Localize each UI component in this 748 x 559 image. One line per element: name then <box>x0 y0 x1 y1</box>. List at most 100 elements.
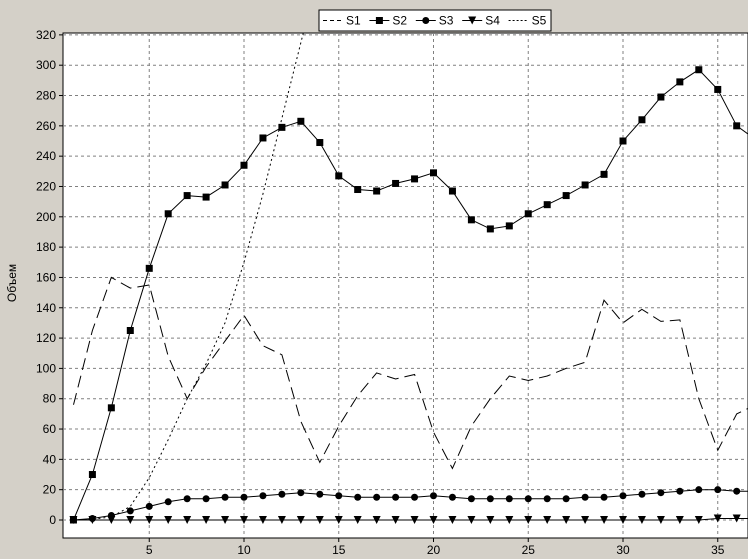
data-point-s4 <box>107 516 116 524</box>
y-tick-label: 120 <box>36 331 56 345</box>
data-point-s2 <box>354 186 362 194</box>
data-point-s3 <box>297 489 305 497</box>
data-point-s3 <box>278 490 286 498</box>
data-point-s3 <box>392 493 400 501</box>
x-tick-label: 20 <box>427 543 441 557</box>
data-point-s3 <box>467 495 475 503</box>
data-point-s2 <box>145 264 153 272</box>
data-point-s2 <box>430 169 437 177</box>
data-point-s4 <box>202 516 211 524</box>
y-axis-title: Объем <box>5 264 19 302</box>
series-s4 <box>69 514 748 524</box>
data-point-s2 <box>335 172 343 180</box>
y-tick-label: 320 <box>36 28 56 42</box>
data-point-s2 <box>543 201 551 209</box>
data-point-s2 <box>505 222 513 230</box>
data-point-s4 <box>145 516 154 524</box>
y-tick-label: 80 <box>43 392 57 406</box>
data-point-s4 <box>524 516 533 524</box>
series-s5 <box>73 33 304 521</box>
data-point-s3 <box>448 493 456 501</box>
data-point-s2 <box>202 193 210 201</box>
data-point-s2 <box>448 187 456 195</box>
data-point-s2 <box>164 210 172 218</box>
y-axis-label: Объем <box>5 264 19 302</box>
data-point-s2 <box>316 139 324 147</box>
legend-entry-s3: S3 <box>415 14 454 28</box>
y-tick-label: 0 <box>49 513 56 527</box>
data-point-s3 <box>581 493 589 501</box>
data-point-s4 <box>675 516 684 524</box>
data-point-s3 <box>240 493 248 501</box>
data-point-s4 <box>429 516 438 524</box>
data-point-s4 <box>221 516 230 524</box>
y-tick-label: 220 <box>36 179 56 193</box>
data-point-s3 <box>638 490 646 498</box>
data-point-s3 <box>259 492 267 500</box>
data-point-s4 <box>126 516 135 524</box>
data-point-s3 <box>202 495 210 503</box>
data-point-s3 <box>505 495 513 503</box>
data-point-s2 <box>676 78 684 86</box>
legend-label: S3 <box>439 14 454 28</box>
data-point-s2 <box>411 175 419 183</box>
data-point-s3 <box>354 493 362 501</box>
y-tick-label: 40 <box>43 452 57 466</box>
data-point-s3 <box>183 495 191 503</box>
data-point-s4 <box>694 516 703 524</box>
data-point-s4 <box>467 516 476 524</box>
series-layer <box>69 33 748 524</box>
y-tick-label: 240 <box>36 149 56 163</box>
data-point-s4 <box>164 516 173 524</box>
data-point-s3 <box>430 492 437 500</box>
data-point-s3 <box>411 493 419 501</box>
data-point-s2 <box>126 327 134 334</box>
legend-entry-s2: S2 <box>369 14 407 28</box>
series-s2 <box>69 66 748 524</box>
data-point-s4 <box>183 516 192 524</box>
data-point-s4 <box>69 516 78 524</box>
data-point-s3 <box>543 495 551 503</box>
data-point-s2 <box>619 137 627 145</box>
x-tick-label: 35 <box>711 543 725 557</box>
data-point-s4 <box>334 516 343 524</box>
data-point-s4 <box>486 516 495 524</box>
y-tick-label: 60 <box>43 422 57 436</box>
data-point-s4 <box>410 516 419 524</box>
data-point-s4 <box>619 516 627 524</box>
data-point-s3 <box>657 489 665 497</box>
data-point-s3 <box>562 495 570 503</box>
x-tick-label: 25 <box>522 543 536 557</box>
data-point-s2 <box>695 66 703 74</box>
data-point-s2 <box>392 179 400 187</box>
data-point-s4 <box>543 516 552 524</box>
y-tick-label: 280 <box>36 89 56 103</box>
legend-label: S5 <box>532 14 547 28</box>
data-point-s4 <box>562 516 571 524</box>
data-point-s4 <box>372 516 381 524</box>
data-point-s4 <box>637 516 646 524</box>
y-tick-label: 160 <box>36 270 56 284</box>
data-point-s4 <box>581 516 590 524</box>
series-s3 <box>69 486 748 524</box>
legend-marker <box>422 17 430 24</box>
data-point-s2 <box>524 210 532 218</box>
data-point-s4 <box>656 516 665 524</box>
y-tick-label: 140 <box>36 301 56 315</box>
legend-entry-s1: S1 <box>323 14 361 28</box>
legend-marker <box>375 17 383 24</box>
data-point-s4 <box>277 516 286 524</box>
data-point-s2 <box>600 170 608 178</box>
plot-background <box>62 32 748 539</box>
legend-label: S4 <box>485 14 500 28</box>
chart-legend: S1 S2 S3 S4 S5 <box>318 9 552 32</box>
data-point-s2 <box>638 116 646 124</box>
data-point-s3 <box>335 492 343 500</box>
data-point-s3 <box>714 486 722 494</box>
data-point-s3 <box>373 493 381 501</box>
y-tick-label: 20 <box>43 483 57 497</box>
data-point-s2 <box>221 181 229 189</box>
data-point-s3 <box>221 493 229 501</box>
data-point-s2 <box>581 181 589 189</box>
